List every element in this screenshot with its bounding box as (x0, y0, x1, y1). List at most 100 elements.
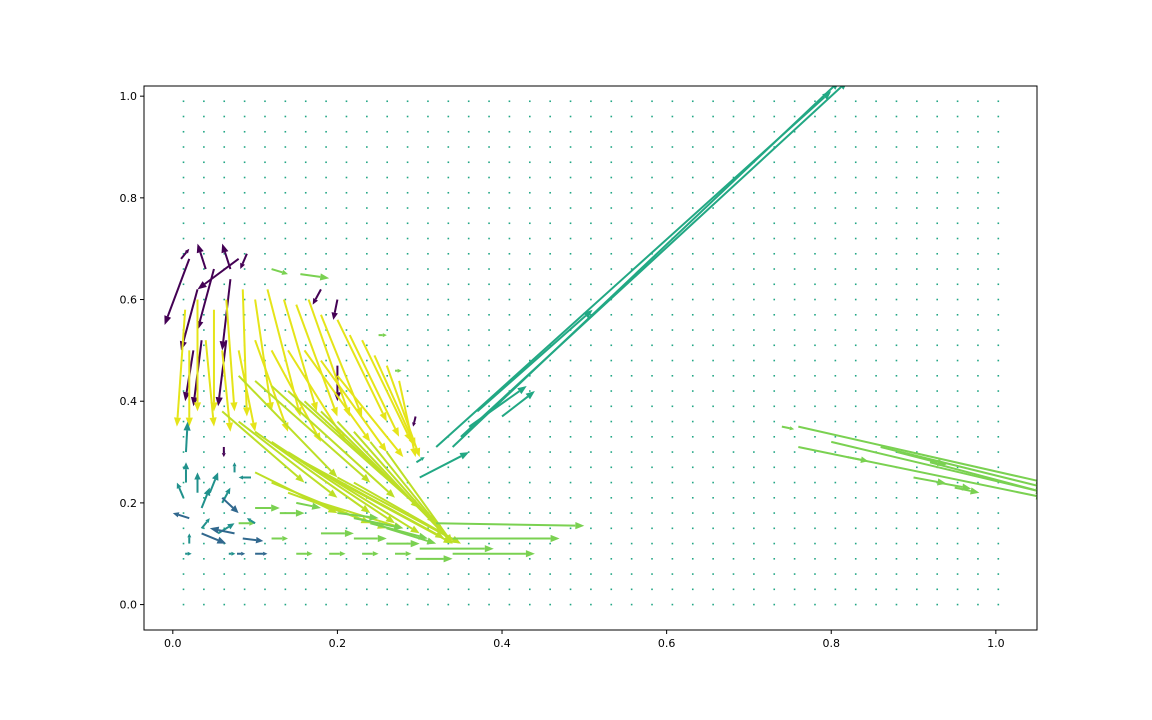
quiver-arrow (847, 456, 869, 463)
grid-point (875, 390, 877, 392)
grid-point (753, 374, 755, 377)
grid-point (610, 573, 613, 575)
grid-point (427, 374, 429, 377)
grid-point (569, 588, 572, 591)
grid-point (630, 222, 633, 225)
arrow-head (176, 482, 182, 489)
grid-point (773, 436, 776, 438)
grid-point (284, 207, 287, 209)
arrow-shaft (353, 517, 395, 528)
arrow-shaft (929, 461, 1037, 492)
grid-point (182, 115, 185, 118)
grid-point (223, 527, 226, 530)
grid-point (243, 115, 246, 118)
grid-point (590, 283, 592, 286)
grid-point (406, 237, 409, 240)
grid-point (488, 512, 490, 514)
grid-point (345, 542, 348, 545)
grid-point (793, 283, 796, 286)
grid-point (549, 436, 551, 438)
grid-point (793, 222, 796, 225)
grid-point (671, 436, 674, 438)
grid-point (325, 542, 327, 545)
grid-point (956, 481, 959, 484)
grid-point (732, 481, 735, 484)
grid-point (936, 390, 939, 392)
grid-point (936, 146, 939, 148)
grid-point (508, 130, 511, 133)
grid-point (406, 191, 409, 194)
grid-point (243, 191, 246, 194)
grid-point (508, 451, 511, 453)
arrow-shaft (419, 455, 462, 479)
grid-point (651, 283, 653, 286)
grid-point (569, 298, 572, 301)
grid-point (366, 222, 368, 225)
grid-point (203, 436, 205, 438)
grid-point (386, 115, 389, 118)
grid-point (467, 573, 470, 575)
arrow-shaft (798, 445, 1037, 497)
grid-point (610, 176, 613, 179)
grid-point (182, 512, 185, 514)
grid-point (386, 146, 389, 148)
grid-point (916, 252, 918, 255)
quiver-arrow (221, 487, 231, 504)
grid-point (610, 313, 613, 316)
grid-point (529, 222, 531, 225)
grid-point (529, 329, 531, 331)
grid-point (936, 191, 939, 194)
grid-point (447, 405, 450, 408)
grid-point (936, 451, 939, 453)
grid-point (569, 451, 572, 453)
grid-point (304, 283, 307, 286)
grid-point (284, 237, 287, 240)
grid-point (447, 481, 450, 484)
grid-point (834, 283, 837, 286)
arrow-shaft (237, 375, 332, 472)
grid-point (366, 588, 368, 591)
grid-point (590, 436, 592, 438)
arrow-shaft (178, 513, 190, 520)
grid-point (712, 237, 714, 240)
grid-point (997, 100, 1000, 103)
quiver-arrow (246, 518, 256, 525)
grid-point (549, 283, 551, 286)
grid-point (854, 252, 857, 255)
arrow-head (840, 86, 846, 90)
grid-point (834, 176, 837, 179)
grid-point (447, 146, 450, 148)
grid-point (366, 283, 368, 286)
arrow-head (319, 273, 330, 281)
grid-point (651, 191, 653, 194)
grid-point (773, 237, 776, 240)
x-tick-label: 1.0 (987, 637, 1005, 650)
grid-point (406, 313, 409, 316)
grid-point (773, 252, 776, 255)
grid-point (488, 222, 490, 225)
grid-point (549, 191, 551, 194)
quiver-arrow (395, 551, 412, 557)
grid-point (651, 542, 653, 545)
grid-point (997, 374, 1000, 377)
grid-point (712, 390, 714, 392)
grid-point (223, 115, 226, 118)
grid-point (569, 313, 572, 316)
grid-point (936, 115, 939, 118)
grid-point (895, 405, 898, 408)
grid-point (427, 405, 429, 408)
grid-point (834, 268, 837, 270)
quiver-arrow (254, 380, 371, 483)
grid-point (447, 161, 450, 164)
grid-point (264, 344, 266, 347)
grid-point (264, 268, 266, 270)
grid-point (753, 252, 755, 255)
grid-point (916, 344, 918, 347)
grid-point (773, 313, 776, 316)
quiver-arrow (254, 430, 371, 514)
grid-point (651, 558, 653, 560)
grid-point (630, 603, 633, 606)
grid-point (610, 237, 613, 240)
x-tick-label: 0.8 (822, 637, 840, 650)
grid-point (203, 527, 205, 530)
